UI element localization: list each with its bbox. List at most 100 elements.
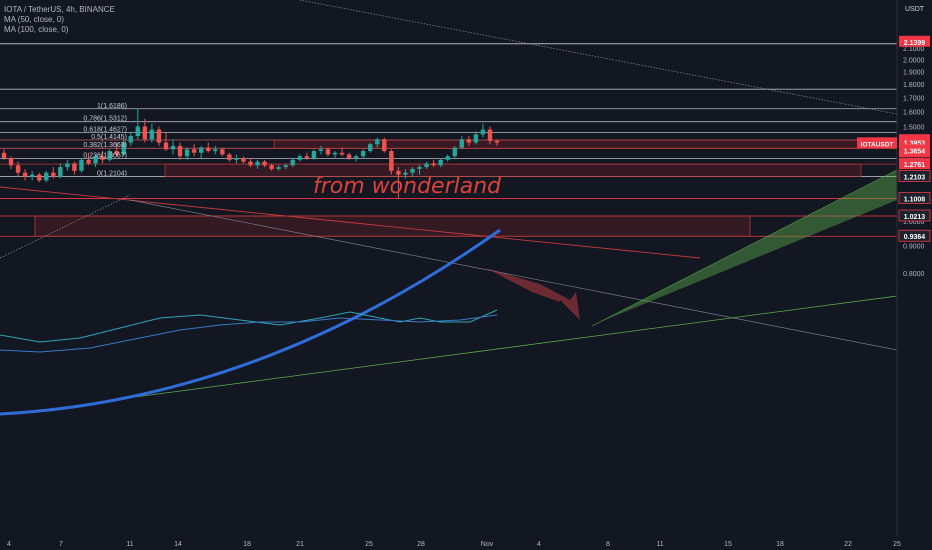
candle-body bbox=[44, 172, 49, 181]
legend-ma100[interactable]: MA (100, close, 0) bbox=[4, 25, 69, 34]
candle-body bbox=[290, 159, 295, 166]
x-tick-label: 11 bbox=[656, 541, 663, 548]
price-tag-label: 1.1008 bbox=[904, 197, 926, 204]
price-tag-label: 1.0213 bbox=[904, 214, 926, 221]
candle-body bbox=[452, 147, 457, 157]
candle-body bbox=[29, 174, 35, 177]
price-tag-box bbox=[898, 229, 931, 242]
candle-body bbox=[368, 144, 373, 152]
candle-body bbox=[163, 142, 169, 150]
candle-body bbox=[8, 158, 14, 166]
candle-body bbox=[100, 156, 105, 160]
candle-body bbox=[494, 140, 500, 143]
price-tag-box bbox=[899, 144, 930, 156]
resistance-zone bbox=[273, 139, 898, 149]
time-axis-background bbox=[0, 536, 932, 550]
candle-body bbox=[459, 139, 464, 148]
candle-body bbox=[170, 145, 176, 150]
candle-body bbox=[241, 158, 246, 162]
candle-body bbox=[382, 139, 387, 152]
y-tick-label: 0.9000 bbox=[903, 243, 925, 250]
y-tick-label: 2.1000 bbox=[903, 46, 925, 53]
trendline-dotted bbox=[299, 0, 898, 115]
legend-title[interactable]: IOTA / TetherUS, 4h, BINANCE bbox=[4, 5, 115, 14]
candle-body bbox=[156, 129, 162, 143]
candle-body bbox=[262, 161, 267, 166]
x-tick-label: 4 bbox=[537, 541, 541, 548]
fib-level-label: 0.5(1.4145) bbox=[91, 134, 127, 141]
candle-body bbox=[227, 154, 232, 160]
candle-body bbox=[199, 147, 204, 153]
x-tick-label: 18 bbox=[243, 541, 251, 548]
candle-body bbox=[417, 167, 422, 169]
candle-body bbox=[396, 170, 401, 175]
fib-level-label: 0(1.2104) bbox=[97, 170, 127, 177]
candle-body bbox=[487, 129, 493, 141]
candle-body bbox=[445, 156, 450, 160]
candle-body bbox=[213, 149, 218, 152]
symbol-tag-box bbox=[857, 137, 897, 149]
candle-body bbox=[410, 168, 415, 173]
candle-body bbox=[325, 149, 331, 155]
candle-body bbox=[297, 156, 302, 160]
price-tag-label: 1.2103 bbox=[904, 174, 926, 181]
candle-body bbox=[332, 152, 338, 155]
price-tag-box bbox=[899, 158, 930, 170]
candle-body bbox=[276, 167, 281, 169]
candle-body bbox=[339, 152, 345, 155]
fib-level-label: 0.382(1.3663) bbox=[83, 142, 127, 149]
candle-body bbox=[269, 165, 274, 169]
x-tick-label: 25 bbox=[893, 541, 901, 548]
parabolic-curve bbox=[0, 228, 501, 416]
trendline-gray bbox=[129, 199, 898, 351]
fib-level-label: 0.786(1.5312) bbox=[83, 116, 127, 123]
trendline-red bbox=[0, 186, 701, 259]
fib-level-label: 0.618(1.4627) bbox=[83, 126, 127, 133]
candle-body bbox=[128, 135, 133, 143]
candle-body bbox=[86, 159, 91, 164]
fib-level-label: 1(1.6186) bbox=[97, 103, 127, 110]
chart-legend: IOTA / TetherUS, 4h, BINANCE MA (50, clo… bbox=[4, 5, 115, 35]
green-channel-edge bbox=[591, 169, 898, 327]
x-tick-label: 15 bbox=[724, 541, 732, 548]
candle-body bbox=[121, 142, 126, 155]
candle-body bbox=[206, 147, 211, 152]
candle-body bbox=[403, 172, 408, 175]
candle-body bbox=[93, 156, 98, 164]
y-tick-label: 2.0000 bbox=[903, 58, 925, 65]
candle-body bbox=[255, 161, 260, 166]
support-zone-1 bbox=[164, 163, 862, 177]
legend-ma50[interactable]: MA (50, close, 0) bbox=[4, 15, 65, 24]
candle-body bbox=[438, 159, 443, 166]
x-tick-label: 8 bbox=[606, 541, 610, 548]
current-price-label: 1.3953 bbox=[904, 140, 926, 147]
candle-body bbox=[177, 145, 183, 157]
candle-body bbox=[135, 126, 141, 136]
price-axis-background bbox=[897, 0, 932, 550]
annotation-text: from wonderland bbox=[313, 174, 502, 199]
candle-body bbox=[473, 134, 479, 143]
candle-body bbox=[149, 129, 155, 140]
candle-body bbox=[79, 159, 84, 171]
price-tag-box bbox=[899, 35, 930, 47]
candle-body bbox=[58, 167, 63, 177]
symbol-tag-label: IOTAUSDT bbox=[861, 141, 894, 148]
candle-body bbox=[22, 172, 28, 177]
y-tick-label: 1.5000 bbox=[903, 124, 925, 131]
candle-body bbox=[360, 151, 366, 157]
candle-body bbox=[389, 151, 394, 171]
candle-body bbox=[283, 165, 288, 168]
candle-body bbox=[220, 149, 225, 155]
candle-body bbox=[466, 139, 472, 143]
candle-body bbox=[234, 158, 239, 160]
candle-body bbox=[114, 151, 119, 155]
currency-label: USDT bbox=[905, 6, 925, 13]
y-tick-label: 1.8000 bbox=[903, 82, 925, 89]
candle-body bbox=[318, 149, 324, 152]
price-tag-label: 1.3654 bbox=[904, 148, 926, 155]
candle-body bbox=[480, 129, 486, 135]
candle-body bbox=[424, 163, 429, 168]
trendline-dotted bbox=[0, 194, 131, 259]
x-tick-label: 7 bbox=[59, 541, 63, 548]
